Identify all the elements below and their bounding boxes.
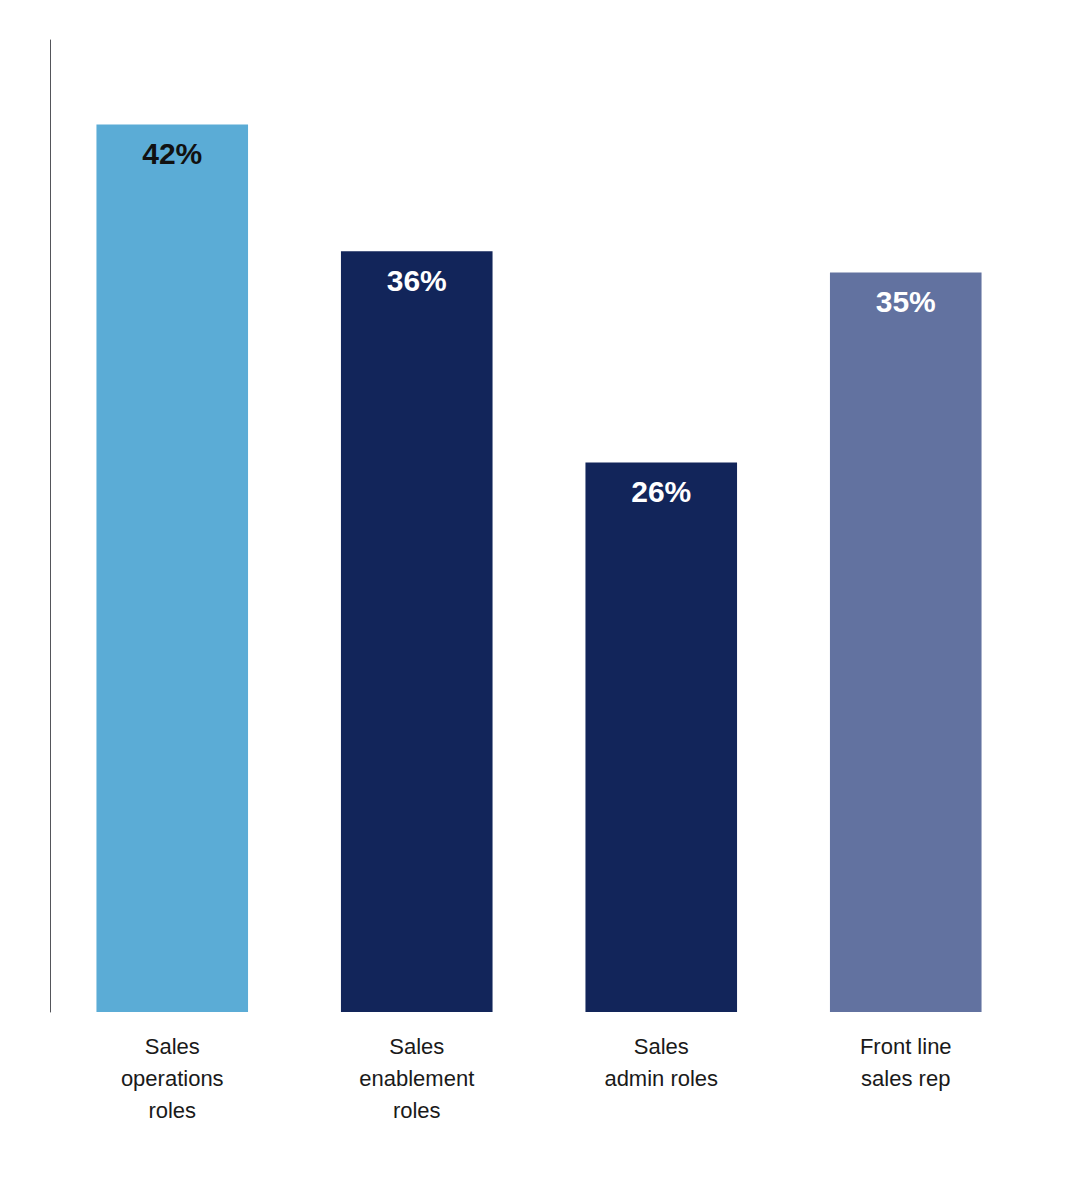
svg-text:admin roles: admin roles [604,1066,718,1091]
svg-text:roles: roles [393,1098,441,1123]
svg-text:Sales: Sales [634,1034,689,1059]
svg-text:36%: 36% [387,264,447,297]
svg-text:35%: 35% [876,285,936,318]
svg-text:Front line: Front line [860,1034,952,1059]
svg-text:operations: operations [121,1066,224,1091]
svg-text:roles: roles [148,1098,196,1123]
svg-text:Sales: Sales [389,1034,444,1059]
svg-text:42%: 42% [142,137,202,170]
svg-text:enablement: enablement [359,1066,474,1091]
svg-text:26%: 26% [631,475,691,508]
svg-text:Sales: Sales [145,1034,200,1059]
svg-text:sales rep: sales rep [861,1066,950,1091]
